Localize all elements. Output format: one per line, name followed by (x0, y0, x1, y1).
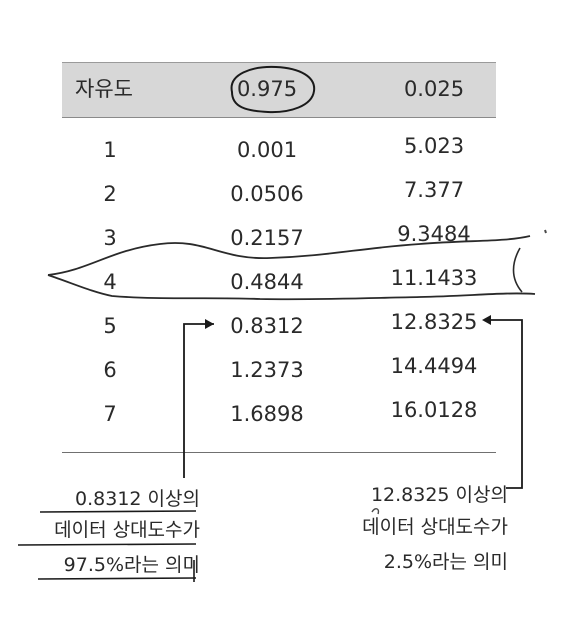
pen-mark-2 (371, 508, 380, 515)
header-0975: 0.975 (236, 77, 298, 101)
row-7-df: 7 (103, 402, 117, 426)
pen-mark-1 (544, 229, 547, 234)
row-3-df: 3 (103, 226, 117, 250)
left-note-line-1: 0.8312 이상의 (75, 488, 200, 510)
row-1-0025: 5.023 (403, 134, 465, 158)
left-note-underline-3 (37, 577, 197, 580)
row-4-wavy-tail (512, 247, 523, 293)
row-2-0025: 7.377 (403, 178, 465, 202)
right-note-line-2: 데이터 상대도수가 (362, 516, 508, 538)
row-6-df: 6 (103, 358, 117, 382)
row-5-0975: 0.8312 (230, 314, 304, 338)
left-note-underline-1 (39, 510, 197, 513)
row-1-df: 1 (103, 138, 117, 162)
row-2-df: 2 (103, 182, 117, 206)
row-5-df: 5 (103, 314, 117, 338)
left-arrow-head (205, 319, 214, 329)
left-note-line-2: 데이터 상대도수가 (54, 519, 200, 541)
row-7-0025: 16.0128 (390, 398, 478, 422)
left-note-underline-2 (17, 543, 197, 546)
row-7-0975: 1.6898 (230, 402, 304, 426)
left-note-line-3: 97.5%라는 의미 (63, 554, 200, 576)
header-degrees-of-freedom: 자유도 (75, 77, 133, 101)
row-4-0025: 11.1433 (390, 266, 478, 290)
row-6-0975: 1.2373 (230, 358, 304, 382)
row-2-0975: 0.0506 (230, 182, 304, 206)
header-0025: 0.025 (403, 77, 465, 101)
row-5-0025: 12.8325 (390, 310, 478, 334)
row-6-0025: 14.4494 (390, 354, 478, 378)
row-3-0975: 0.2157 (230, 226, 304, 250)
row-1-0975: 0.001 (236, 138, 298, 162)
row-4-0975: 0.4844 (230, 270, 304, 294)
table-bottom-rule (62, 452, 496, 453)
left-arrow-line (183, 323, 214, 478)
row-4-df: 4 (103, 270, 117, 294)
right-note-line-3: 2.5%라는 의미 (383, 551, 508, 573)
row-3-0025: 9.3484 (397, 222, 471, 246)
right-arrow-line (486, 319, 523, 489)
right-note-line-1: 12.8325 이상의 (370, 484, 508, 506)
